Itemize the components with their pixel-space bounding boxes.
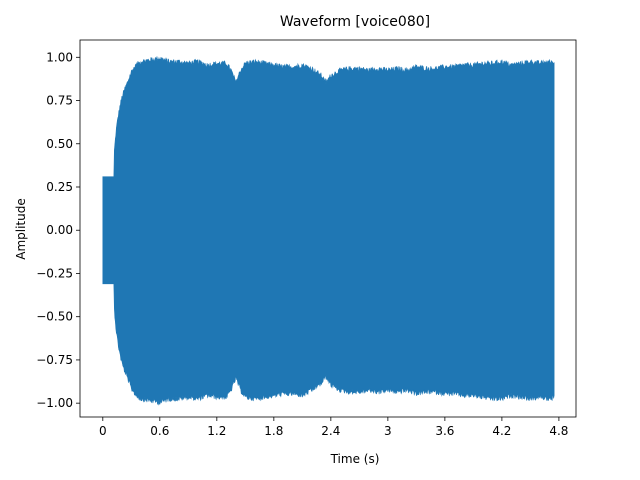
- y-axis-ticks: 1.00 0.75 0.50 0.25 0.00 −0.25 −0.50 −0.75 −1.00: [36, 50, 80, 410]
- y-tick-label: −0.75: [36, 353, 73, 367]
- x-tick-label: 4.2: [492, 424, 511, 438]
- y-tick-label: −0.25: [36, 266, 73, 280]
- x-tick-label: 2.4: [321, 424, 340, 438]
- x-tick-label: 1.8: [264, 424, 283, 438]
- y-tick-label: 0.00: [46, 223, 73, 237]
- y-axis-title: Amplitude: [14, 198, 28, 260]
- x-tick-label: 4.8: [549, 424, 568, 438]
- x-tick-label: 1.2: [207, 424, 226, 438]
- x-axis-title: Time (s): [330, 452, 380, 466]
- x-tick-label: 0: [99, 424, 107, 438]
- y-tick-label: 1.00: [46, 50, 73, 64]
- axes-frame: [79, 39, 577, 418]
- x-tick-label: 3: [384, 424, 392, 438]
- chart-title: Waveform [voice080]: [280, 14, 430, 30]
- x-axis-ticks: 0 0.6 1.2 1.8 2.4 3 3.6 4.2 4.8: [99, 417, 568, 438]
- x-tick-label: 3.6: [435, 424, 454, 438]
- y-tick-label: 0.25: [46, 180, 73, 194]
- y-tick-label: −1.00: [36, 396, 73, 410]
- x-tick-label: 0.6: [150, 424, 169, 438]
- y-tick-label: 0.75: [46, 94, 73, 108]
- waveform-series-1: [102, 56, 555, 406]
- waveform-layer: [102, 56, 555, 406]
- y-tick-label: −0.50: [36, 310, 73, 324]
- y-tick-label: 0.50: [46, 137, 73, 151]
